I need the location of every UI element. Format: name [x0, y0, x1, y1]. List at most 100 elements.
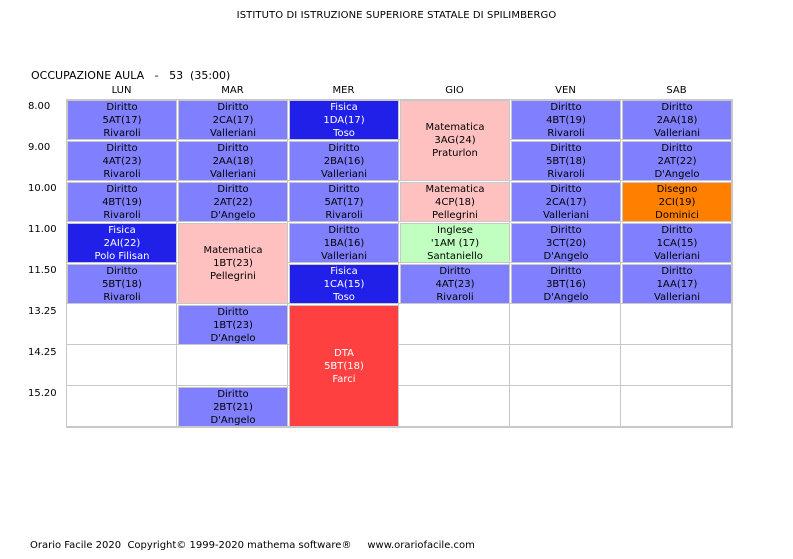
- lesson-class: 4BT(19): [102, 196, 142, 208]
- lesson-subject: Diritto: [217, 183, 249, 195]
- lesson-class: 2BT(21): [213, 401, 253, 413]
- lesson-class: 2AT(22): [213, 196, 253, 208]
- lesson-subject: Diritto: [328, 224, 360, 236]
- lesson-teacher: Dominici: [655, 209, 699, 221]
- lesson-cell-diritto[interactable]: Diritto 5BT(18) Rivaroli: [511, 141, 621, 181]
- lesson-subject: Diritto: [550, 265, 582, 277]
- school-title: ISTITUTO DI ISTRUZIONE SUPERIORE STATALE…: [236, 10, 557, 21]
- lesson-cell-diritto[interactable]: Diritto 1CA(15) Valleriani: [622, 223, 732, 263]
- lesson-teacher: Valleriani: [653, 291, 701, 303]
- lesson-class: 2AT(22): [657, 155, 697, 167]
- lesson-class: 4BT(19): [546, 114, 586, 126]
- lesson-cell-diritto[interactable]: Diritto 2CA(17) Valleriani: [511, 182, 621, 222]
- lesson-cell-diritto[interactable]: Diritto 5AT(17) Rivaroli: [67, 100, 177, 140]
- lesson-subject: Diritto: [661, 224, 693, 236]
- lesson-class: 2CI(19): [658, 196, 696, 208]
- lesson-subject: Diritto: [106, 265, 138, 277]
- lesson-cell-diritto[interactable]: Diritto 2BT(21) D'Angelo: [178, 387, 288, 427]
- empty-slot: [621, 386, 732, 427]
- lesson-teacher: Pellegrini: [210, 271, 256, 282]
- lesson-cell-diritto[interactable]: Diritto 2AT(22) D'Angelo: [622, 141, 732, 181]
- lesson-teacher: Rivaroli: [547, 127, 585, 139]
- lesson-teacher: Valleriani: [320, 250, 368, 262]
- lesson-cell-diritto[interactable]: Diritto 2AT(22) D'Angelo: [178, 182, 288, 222]
- lesson-teacher: Valleriani: [209, 127, 257, 139]
- lesson-class: 5AT(17): [324, 196, 364, 208]
- lesson-cell-matematica[interactable]: Matematica 3AG(24) Praturlon: [400, 100, 510, 181]
- lesson-subject: Diritto: [328, 183, 360, 195]
- lesson-cell-diritto[interactable]: Diritto 1AA(17) Valleriani: [622, 264, 732, 304]
- lesson-cell-disegno[interactable]: Disegno 2CI(19) Dominici: [622, 182, 732, 222]
- empty-slot: [510, 386, 621, 427]
- lesson-cell-fisica[interactable]: Fisica 1DA(17) Toso: [289, 100, 399, 140]
- lesson-teacher: Valleriani: [653, 127, 701, 139]
- lesson-cell-matematica[interactable]: Matematica 4CP(18) Pellegrini: [400, 182, 510, 222]
- time-label: 15.20: [28, 388, 57, 399]
- lesson-class: 5BT(18): [324, 360, 364, 372]
- lesson-cell-matematica[interactable]: Matematica 1BT(23) Pellegrini: [178, 223, 288, 304]
- lesson-cell-diritto[interactable]: Diritto 4BT(19) Rivaroli: [67, 182, 177, 222]
- lesson-teacher: Farci: [332, 373, 356, 385]
- lesson-cell-diritto[interactable]: Diritto 4AT(23) Rivaroli: [400, 264, 510, 304]
- lesson-subject: Matematica: [425, 183, 485, 195]
- lesson-cell-diritto[interactable]: Diritto 3CT(20) D'Angelo: [511, 223, 621, 263]
- lesson-teacher: Rivaroli: [103, 209, 141, 221]
- day-header-sab: SAB: [666, 85, 687, 96]
- lesson-teacher: Pellegrini: [432, 209, 478, 221]
- lesson-cell-diritto[interactable]: Diritto 5BT(18) Rivaroli: [67, 264, 177, 304]
- day-header-ven: VEN: [555, 85, 576, 96]
- empty-slot: [66, 304, 177, 345]
- lesson-subject: Diritto: [328, 142, 360, 154]
- lesson-cell-diritto[interactable]: Diritto 2AA(18) Valleriani: [178, 141, 288, 181]
- lesson-class: 1CA(15): [323, 278, 365, 290]
- day-header-lun: LUN: [111, 85, 132, 96]
- lesson-cell-inglese[interactable]: Inglese '1AM (17) Santaniello: [400, 223, 510, 263]
- day-header-mar: MAR: [221, 85, 244, 96]
- lesson-teacher: D'Angelo: [210, 209, 256, 221]
- lesson-teacher: Rivaroli: [103, 168, 141, 180]
- room-occupancy-label: OCCUPAZIONE AULA - 53 (35:00): [31, 69, 231, 82]
- lesson-subject: Diritto: [217, 388, 249, 400]
- lesson-cell-fisica[interactable]: Fisica 2AI(22) Polo Filisan: [67, 223, 177, 263]
- lesson-teacher: Rivaroli: [325, 209, 363, 221]
- lesson-subject: DTA: [334, 347, 354, 359]
- empty-slot: [621, 304, 732, 345]
- lesson-subject: Diritto: [661, 265, 693, 277]
- lesson-teacher: Praturlon: [432, 148, 478, 159]
- lesson-cell-diritto[interactable]: Diritto 5AT(17) Rivaroli: [289, 182, 399, 222]
- lesson-subject: Diritto: [550, 183, 582, 195]
- empty-slot: [66, 386, 177, 427]
- lesson-class: 1AA(17): [656, 278, 698, 290]
- lesson-subject: Diritto: [217, 142, 249, 154]
- time-label: 11.50: [28, 265, 57, 276]
- lesson-cell-diritto[interactable]: Diritto 2BA(16) Valleriani: [289, 141, 399, 181]
- lesson-subject: Diritto: [217, 101, 249, 113]
- lesson-class: 2CA(17): [212, 114, 254, 126]
- lesson-class: 1BT(23): [213, 319, 253, 331]
- empty-slot: [399, 304, 510, 345]
- lesson-subject: Matematica: [425, 122, 485, 133]
- lesson-cell-diritto[interactable]: Diritto 2CA(17) Valleriani: [178, 100, 288, 140]
- empty-slot: [510, 304, 621, 345]
- lesson-class: 2AA(18): [212, 155, 254, 167]
- lesson-subject: Diritto: [106, 142, 138, 154]
- lesson-subject: Diritto: [661, 101, 693, 113]
- time-label: 11.00: [28, 224, 57, 235]
- lesson-cell-diritto[interactable]: Diritto 1BT(23) D'Angelo: [178, 305, 288, 345]
- lesson-class: 5AT(17): [102, 114, 142, 126]
- lesson-cell-diritto[interactable]: Diritto 4AT(23) Rivaroli: [67, 141, 177, 181]
- lesson-cell-diritto[interactable]: Diritto 4BT(19) Rivaroli: [511, 100, 621, 140]
- lesson-cell-diritto[interactable]: Diritto 2AA(18) Valleriani: [622, 100, 732, 140]
- lesson-teacher: Valleriani: [209, 168, 257, 180]
- lesson-teacher: D'Angelo: [543, 291, 589, 303]
- lesson-class: 2AA(18): [656, 114, 698, 126]
- lesson-teacher: Rivaroli: [103, 127, 141, 139]
- lesson-cell-dta[interactable]: DTA 5BT(18) Farci: [289, 305, 399, 427]
- time-label: 8.00: [28, 101, 51, 112]
- lesson-class: 4AT(23): [102, 155, 142, 167]
- lesson-teacher: D'Angelo: [210, 414, 256, 426]
- lesson-cell-diritto[interactable]: Diritto 3BT(16) D'Angelo: [511, 264, 621, 304]
- lesson-cell-fisica[interactable]: Fisica 1CA(15) Toso: [289, 264, 399, 304]
- lesson-subject: Disegno: [656, 183, 698, 195]
- lesson-cell-diritto[interactable]: Diritto 1BA(16) Valleriani: [289, 223, 399, 263]
